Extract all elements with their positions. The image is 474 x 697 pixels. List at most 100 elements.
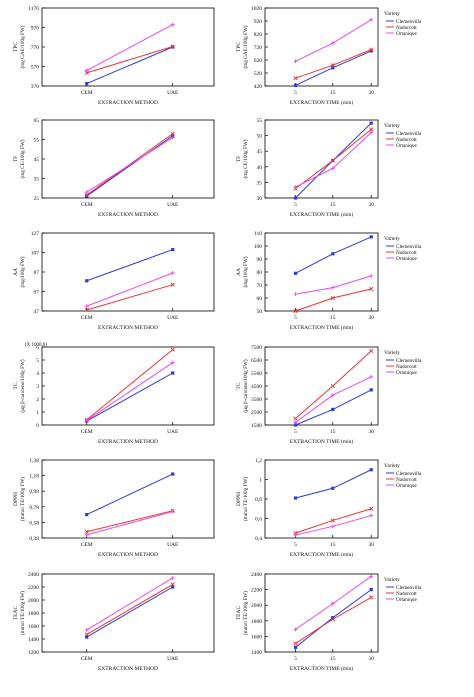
chart-teac-time: 1400 1600 1800 2000 2200 2400 5 15 30 EXTRACTION … xyxy=(236,572,422,672)
legend-entry: Nadorcott xyxy=(396,364,417,370)
chart-aa-method: 47 67 87 107 127 CEM UAE EXTRACTION METHOD AA (mg… xyxy=(13,231,215,331)
x-tick-label: 15 xyxy=(330,202,336,208)
legend-title: Variety xyxy=(384,350,400,356)
x-tick-label: 5 xyxy=(294,429,297,435)
data-point xyxy=(331,407,335,411)
x-axis-label: EXTRACTION METHOD xyxy=(98,552,158,558)
y-tick-label: 60 xyxy=(257,296,263,302)
data-point xyxy=(369,388,373,392)
x-tick-label: 15 xyxy=(330,542,336,548)
y-axis-unit: (mg CE/100g FW) xyxy=(19,139,26,178)
data-point xyxy=(84,307,89,313)
y-axis-label: AA xyxy=(236,268,242,276)
y-tick-label: 127 xyxy=(31,231,40,237)
y-axis-label: TPC xyxy=(236,42,242,52)
y-tick-label: 1200 xyxy=(28,650,39,656)
y-tick-label: 5500 xyxy=(251,371,262,377)
x-tick-label: 30 xyxy=(368,202,374,208)
data-point xyxy=(330,518,335,523)
y-tick-label: 2000 xyxy=(28,598,39,604)
legend-entry: Ortanique xyxy=(396,31,417,37)
x-axis-label: EXTRACTION METHOD xyxy=(98,100,158,106)
data-point xyxy=(369,595,374,600)
y-axis-unit: (mg GAE/100g FW) xyxy=(19,25,26,68)
y-tick-label: 4500 xyxy=(251,384,262,390)
x-tick-label: UAE xyxy=(167,90,179,96)
y-axis-label: TC xyxy=(13,382,19,389)
data-point xyxy=(84,532,89,537)
y-tick-label: 100 xyxy=(254,244,263,250)
y-axis-label: DPPH xyxy=(13,492,19,506)
y-tick-label: 67 xyxy=(34,290,40,296)
y-tick-label: 0,98 xyxy=(29,489,39,495)
y-axis-label: DPPH xyxy=(236,492,242,506)
y-tick-label: 5 xyxy=(36,358,39,364)
y-tick-label: 370 xyxy=(31,84,40,90)
data-point xyxy=(369,574,374,579)
data-point xyxy=(330,41,335,46)
y-tick-label: 65 xyxy=(34,118,40,124)
data-point xyxy=(293,196,298,200)
legend-entry: Clemenvilla xyxy=(396,244,422,250)
x-tick-label: 15 xyxy=(330,656,336,662)
data-point xyxy=(369,374,374,379)
x-axis-label: EXTRACTION METHOD xyxy=(98,666,158,672)
data-point xyxy=(293,76,298,81)
series-line-ortanique xyxy=(295,376,372,423)
data-point xyxy=(170,575,175,580)
data-point xyxy=(293,271,298,275)
data-point xyxy=(293,420,298,425)
x-tick-label: UAE xyxy=(167,315,179,321)
x-axis-label: EXTRACTION TIME (min) xyxy=(290,665,354,672)
x-tick-label: CEM xyxy=(81,429,93,435)
y-tick-label: 1 xyxy=(36,410,39,416)
data-point xyxy=(171,472,175,476)
data-point xyxy=(369,127,374,132)
legend-entry: Clemenvilla xyxy=(396,358,422,364)
data-point xyxy=(369,47,374,52)
y-tick-label: 970 xyxy=(31,26,40,32)
x-tick-label: UAE xyxy=(167,429,179,435)
data-point xyxy=(293,496,298,500)
y-axis-unit: (mmol TE/100g FW) xyxy=(242,477,249,521)
series-line-nadorcott xyxy=(86,349,174,421)
data-point xyxy=(369,121,373,125)
y-tick-label: 55 xyxy=(257,118,263,124)
x-tick-label: CEM xyxy=(81,202,93,208)
y-tick-label: 2000 xyxy=(251,603,262,609)
data-point xyxy=(170,360,175,365)
y-tick-label: 25 xyxy=(34,196,40,202)
data-point xyxy=(84,632,89,637)
y-tick-label: 520 xyxy=(254,71,263,77)
plot-frame xyxy=(264,346,379,426)
y-axis-label: TEAC xyxy=(236,605,242,620)
data-point xyxy=(331,66,335,70)
data-point xyxy=(84,192,89,198)
data-point xyxy=(85,513,89,517)
y-tick-label: 3500 xyxy=(251,397,262,403)
x-axis-label: EXTRACTION METHOD xyxy=(98,439,158,445)
y-tick-label: 1500 xyxy=(251,423,262,429)
x-tick-label: CEM xyxy=(81,315,93,321)
data-point xyxy=(170,582,175,587)
data-point xyxy=(331,616,335,620)
data-point xyxy=(171,371,175,375)
x-axis-label: EXTRACTION METHOD xyxy=(98,212,158,218)
x-tick-label: UAE xyxy=(167,542,179,548)
y-tick-label: 2400 xyxy=(28,572,39,578)
plot-frame xyxy=(41,232,215,312)
x-tick-label: 30 xyxy=(368,656,374,662)
y-axis-label: TPC xyxy=(13,42,19,52)
data-point xyxy=(369,513,374,518)
y-tick-label: 1 xyxy=(259,478,262,484)
plot-frame xyxy=(41,7,215,87)
y-tick-label: 570 xyxy=(31,65,40,71)
series-line-ortanique xyxy=(295,19,372,62)
y-tick-label: 2500 xyxy=(251,410,262,416)
y-tick-label: 1800 xyxy=(28,611,39,617)
data-point xyxy=(369,468,373,472)
y-tick-label: 0,8 xyxy=(255,497,262,503)
y-tick-label: 2400 xyxy=(251,572,262,578)
data-point xyxy=(293,423,298,427)
